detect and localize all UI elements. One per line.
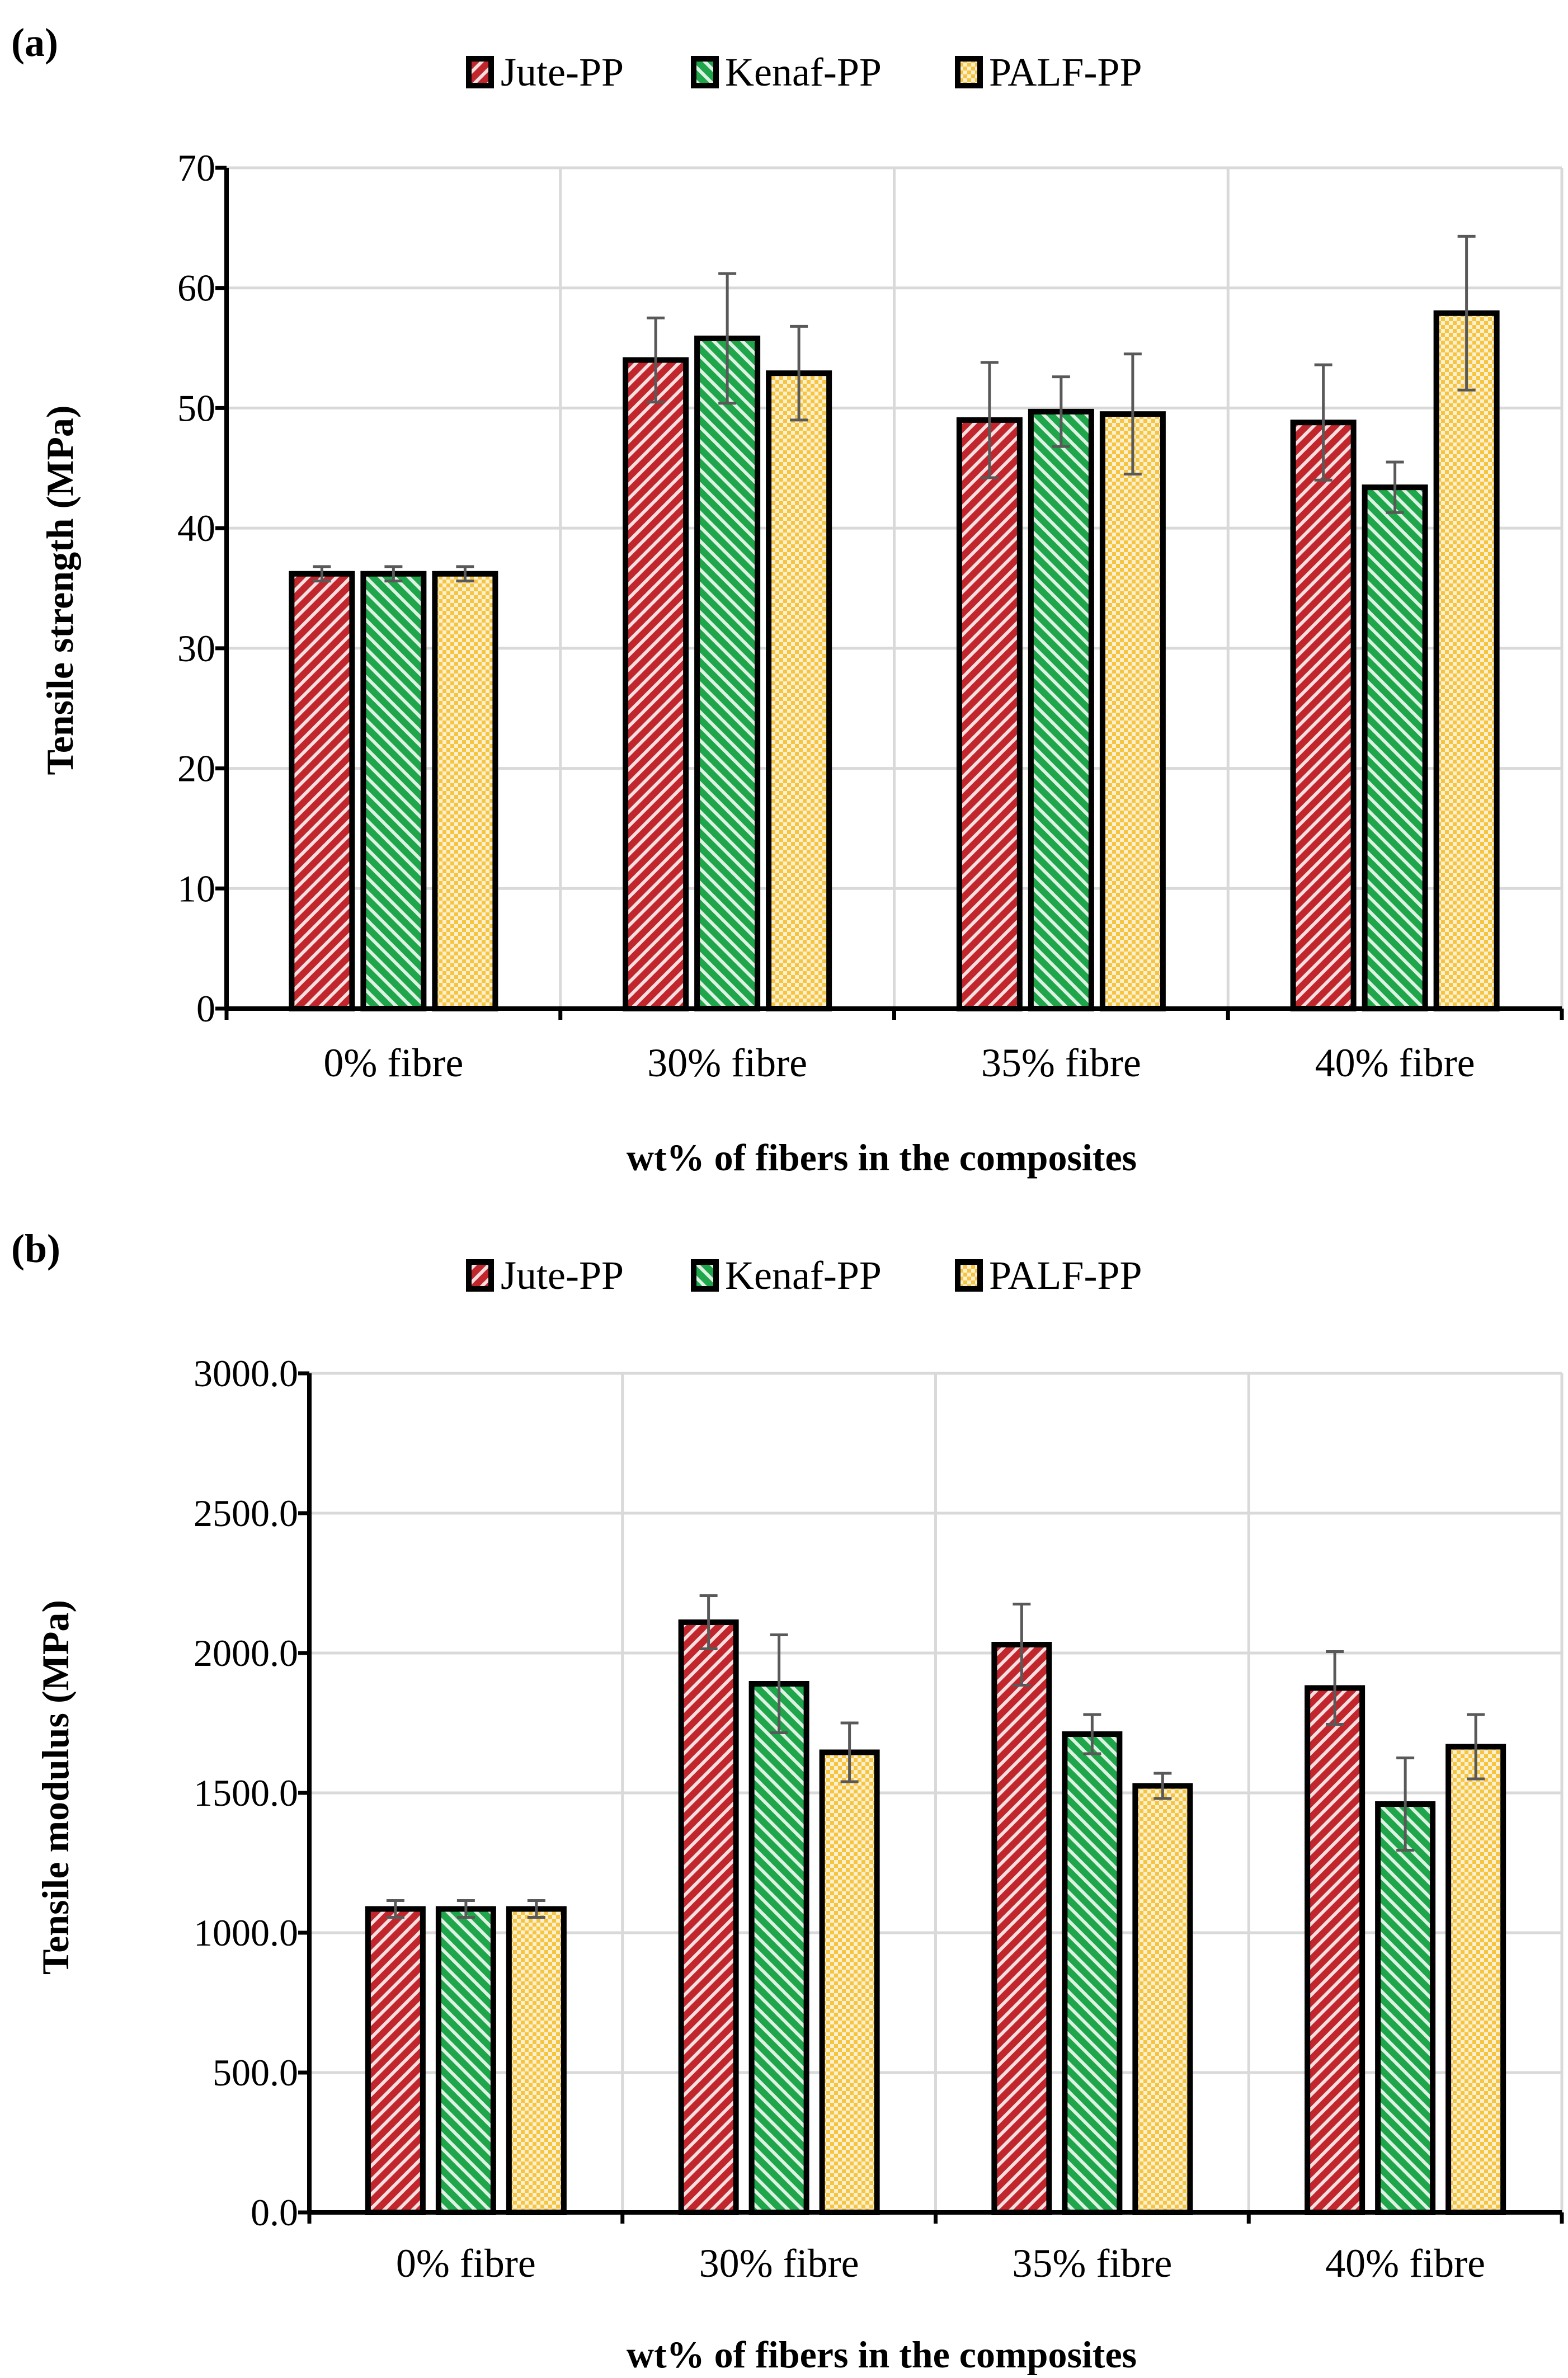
bar-jute [991, 1642, 1052, 2215]
legend-label-jute-b: Jute-PP [501, 1253, 624, 1298]
bar-palf [1099, 411, 1166, 1011]
y-tick-label: 50 [177, 387, 215, 429]
axes-b [298, 1371, 1564, 2224]
bar-palf [766, 370, 832, 1012]
legend-swatch-jute-a [466, 56, 494, 88]
bar-jute [678, 1619, 739, 2215]
y-axis-title-a: Tensile strength (MPa) [39, 405, 81, 775]
y-tick-label: 1000.0 [194, 1911, 298, 1954]
y-tick-labels-b: 0.0 500.0 1000.0 1500.0 2000.0 2500.0 3000.0 [194, 1352, 298, 2234]
legend-b: Jute-PP Kenaf-PP PALF-PP [466, 1253, 1142, 1298]
y-tick-label: 70 [177, 147, 215, 189]
bar-palf [819, 1749, 880, 2215]
y-tick-label: 1500.0 [194, 1772, 298, 1814]
bar-palf [1132, 1783, 1193, 2215]
legend-swatch-kenaf-b [691, 1259, 719, 1292]
legend-swatch-palf-a [955, 56, 983, 88]
x-category-labels-b: 0% fibre 30% fibre 35% fibre 40% fibre [396, 2241, 1485, 2286]
panel-label-b: (b) [11, 1226, 60, 1271]
x-tick-label: 40% fibre [1325, 2241, 1485, 2286]
bar-palf [432, 571, 498, 1011]
gridlines-b [309, 1372, 1564, 2212]
x-category-labels-a: 0% fibre 30% fibre 35% fibre 40% fibre [323, 1040, 1475, 1085]
y-tick-label: 60 [177, 267, 215, 309]
y-tick-label: 0 [196, 987, 215, 1030]
bar-jute [1305, 1685, 1365, 2215]
bar-kenaf [1028, 408, 1094, 1011]
x-tick-label: 40% fibre [1315, 1040, 1475, 1085]
bar-jute [289, 571, 355, 1011]
chart-panel-a: (a) Jute-PP Kenaf-PP PALF-PP 0 10 20 30 40 50… [11, 20, 1564, 1179]
legend-label-kenaf-b: Kenaf-PP [725, 1253, 882, 1298]
bar-kenaf [360, 571, 427, 1011]
y-tick-label: 40 [177, 507, 215, 549]
y-axis-title-b: Tensile modulus (MPa) [34, 1600, 77, 1975]
bar-kenaf [1375, 1801, 1436, 2215]
bar-palf [1445, 1744, 1506, 2215]
legend-label-jute-a: Jute-PP [501, 50, 624, 95]
bar-jute [956, 417, 1023, 1011]
legend-label-palf-a: PALF-PP [989, 50, 1142, 95]
panel-label-a: (a) [11, 20, 58, 65]
bar-kenaf [694, 335, 761, 1011]
x-tick-label: 30% fibre [699, 2241, 859, 2286]
x-tick-label: 30% fibre [647, 1040, 807, 1085]
bars-b [365, 1594, 1506, 2215]
chart-panel-b: (b) Jute-PP Kenaf-PP PALF-PP 0.0 500.0 100… [11, 1226, 1564, 2376]
bar-jute [1290, 420, 1357, 1011]
y-tick-label: 2500.0 [194, 1492, 298, 1534]
bars-a [289, 234, 1500, 1012]
x-axis-title-a: wt% of fibers in the composites [627, 1136, 1137, 1179]
legend-swatch-kenaf-a [691, 56, 719, 88]
bar-kenaf [1362, 484, 1428, 1011]
legend-swatch-palf-b [955, 1259, 983, 1292]
bar-kenaf [1062, 1731, 1123, 2215]
y-tick-label: 20 [177, 747, 215, 790]
bar-kenaf [435, 1906, 496, 2215]
gridlines-a [227, 166, 1564, 1009]
x-tick-label: 35% fibre [1012, 2241, 1172, 2286]
bar-jute [365, 1906, 426, 2215]
y-tick-label: 0.0 [251, 2191, 298, 2234]
y-tick-label: 3000.0 [194, 1352, 298, 1395]
x-tick-label: 35% fibre [981, 1040, 1141, 1085]
y-tick-label: 10 [177, 867, 215, 910]
y-tick-label: 500.0 [213, 2051, 298, 2094]
legend-swatch-jute-b [466, 1259, 494, 1292]
bar-kenaf [748, 1681, 809, 2215]
bar-jute [623, 357, 689, 1011]
y-tick-label: 2000.0 [194, 1632, 298, 1674]
y-tick-label: 30 [177, 627, 215, 670]
axes-a [215, 166, 1564, 1020]
legend-a: Jute-PP Kenaf-PP PALF-PP [466, 50, 1142, 95]
x-tick-label: 0% fibre [396, 2241, 536, 2286]
legend-label-palf-b: PALF-PP [989, 1253, 1142, 1298]
y-tick-labels-a: 0 10 20 30 40 50 60 70 [177, 147, 215, 1030]
x-axis-title-b: wt% of fibers in the composites [627, 2333, 1137, 2375]
bar-palf [1433, 310, 1500, 1011]
legend-label-kenaf-a: Kenaf-PP [725, 50, 882, 95]
x-tick-label: 0% fibre [323, 1040, 463, 1085]
bar-palf [506, 1906, 567, 2215]
